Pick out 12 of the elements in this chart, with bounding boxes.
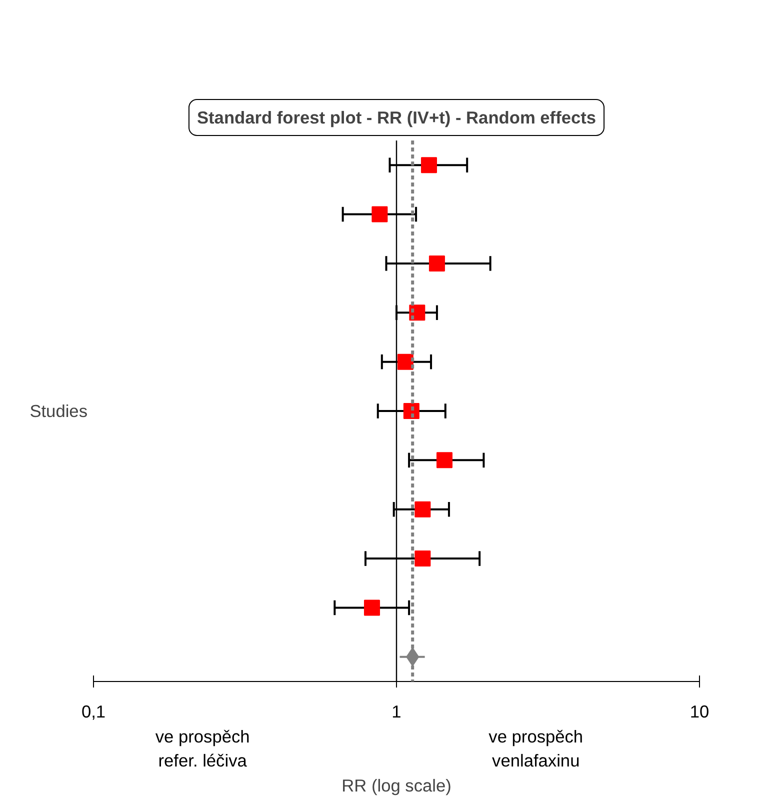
point [414,550,431,567]
x-tick-label: 1 [392,702,402,722]
text: ve prospěch venlafaxinu [488,726,584,770]
x-axis-title: RR (log scale) [342,776,452,796]
text: ve prospěch refer. léčiva [155,726,250,770]
y-axis-title: Studies [30,401,88,421]
point [420,157,437,174]
x-tick-label: 0,1 [81,702,106,722]
point [397,354,414,370]
x-tick-label: 10 [690,702,710,722]
chart-title: Standard forest plot - RR (IV+t) - Random effects [196,108,596,128]
point [414,501,431,518]
